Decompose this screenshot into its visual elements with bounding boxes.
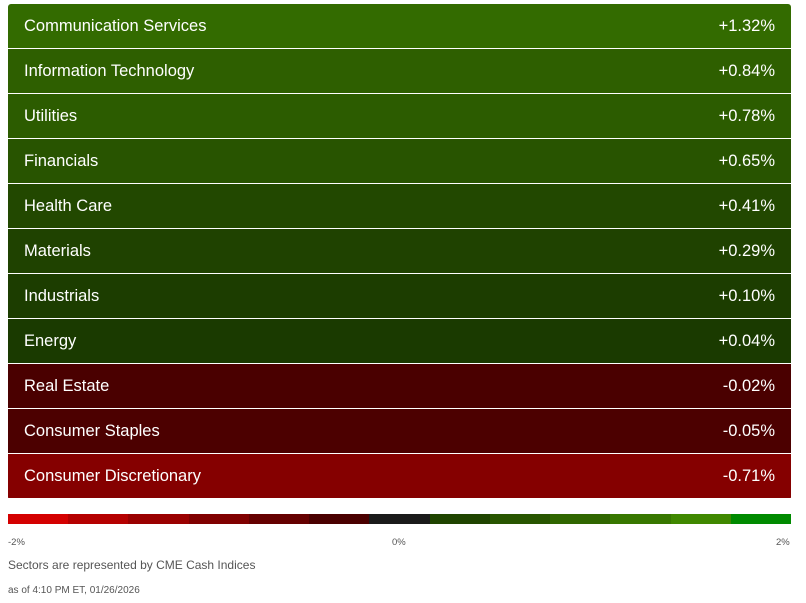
sector-name: Materials bbox=[24, 241, 91, 260]
scale-swatch bbox=[429, 514, 490, 524]
sector-name: Real Estate bbox=[24, 376, 110, 395]
sector-row-consumer-staples[interactable]: Consumer Staples -0.05% bbox=[8, 409, 791, 454]
sector-change: -0.02% bbox=[722, 376, 775, 395]
sector-row-utilities[interactable]: Utilities +0.78% bbox=[8, 94, 791, 139]
sector-change: +0.04% bbox=[718, 331, 775, 350]
index-source-note: Sectors are represented by CME Cash Indi… bbox=[8, 558, 256, 572]
scale-swatch bbox=[610, 514, 671, 524]
scale-swatch bbox=[248, 514, 310, 524]
sector-row-energy[interactable]: Energy +0.04% bbox=[8, 319, 791, 364]
sector-heatmap: Communication Services +1.32% Informatio… bbox=[8, 4, 791, 500]
sector-change: +0.78% bbox=[718, 106, 775, 125]
sector-row-health-care[interactable]: Health Care +0.41% bbox=[8, 184, 791, 229]
sector-name: Industrials bbox=[24, 286, 100, 305]
scale-swatch bbox=[8, 514, 69, 524]
scale-swatch bbox=[550, 514, 611, 524]
sector-change: +0.65% bbox=[718, 151, 775, 170]
scale-swatch bbox=[670, 514, 731, 524]
sector-name: Communication Services bbox=[24, 16, 207, 35]
scale-swatch bbox=[309, 514, 370, 524]
sector-change: +0.29% bbox=[718, 241, 775, 260]
sector-row-industrials[interactable]: Industrials +0.10% bbox=[8, 274, 791, 319]
sector-name: Consumer Discretionary bbox=[24, 466, 201, 485]
sector-change: +1.32% bbox=[718, 16, 775, 35]
sector-row-consumer-discretionary[interactable]: Consumer Discretionary -0.71% bbox=[8, 454, 791, 498]
sector-row-financials[interactable]: Financials +0.65% bbox=[8, 139, 791, 184]
sector-row-materials[interactable]: Materials +0.29% bbox=[8, 229, 791, 274]
as-of-timestamp: as of 4:10 PM ET, 01/26/2026 bbox=[8, 585, 140, 596]
sector-row-real-estate[interactable]: Real Estate -0.02% bbox=[8, 364, 791, 409]
sector-name: Energy bbox=[24, 331, 77, 350]
scale-swatch bbox=[128, 514, 189, 524]
sector-name: Utilities bbox=[24, 106, 78, 125]
scale-swatch bbox=[188, 514, 249, 524]
color-scale-legend bbox=[8, 514, 792, 524]
sector-name: Information Technology bbox=[24, 61, 195, 80]
sector-change: +0.84% bbox=[718, 61, 775, 80]
sector-change: +0.41% bbox=[718, 196, 775, 215]
sector-name: Financials bbox=[24, 151, 99, 170]
scale-max-label: 2% bbox=[776, 537, 790, 548]
sector-change: +0.10% bbox=[718, 286, 775, 305]
scale-swatch bbox=[68, 514, 129, 524]
sector-row-communication-services[interactable]: Communication Services +1.32% bbox=[8, 4, 791, 49]
sector-change: -0.71% bbox=[722, 466, 775, 485]
sector-row-information-technology[interactable]: Information Technology +0.84% bbox=[8, 49, 791, 94]
sector-name: Health Care bbox=[24, 196, 113, 215]
sector-change: -0.05% bbox=[722, 421, 775, 440]
scale-min-label: -2% bbox=[8, 537, 25, 548]
scale-mid-label: 0% bbox=[392, 537, 406, 548]
scale-swatch bbox=[369, 514, 430, 524]
sector-name: Consumer Staples bbox=[24, 421, 160, 440]
scale-swatch bbox=[489, 514, 551, 524]
scale-swatch bbox=[730, 514, 792, 524]
